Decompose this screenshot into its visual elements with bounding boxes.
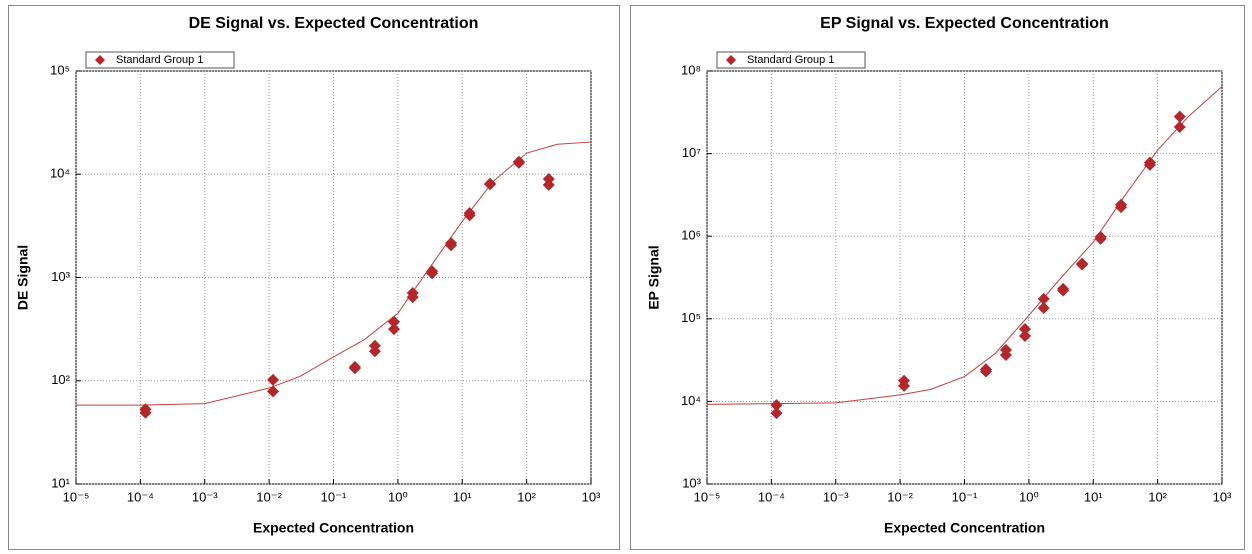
chart-title: DE Signal vs. Expected Concentration <box>189 15 479 32</box>
data-point <box>139 406 152 419</box>
x-tick-label: 10⁻⁴ <box>127 489 154 504</box>
x-tick-label: 10¹ <box>1084 489 1103 504</box>
x-tick-label: 10⁰ <box>388 489 408 504</box>
legend-box <box>716 51 866 69</box>
x-tick-label: 10¹ <box>453 489 472 504</box>
data-point <box>770 399 783 412</box>
data-point <box>387 315 400 328</box>
data-point <box>1057 284 1070 297</box>
data-point <box>999 348 1012 361</box>
data-point <box>1173 110 1186 123</box>
y-tick-label: 10⁷ <box>682 145 701 160</box>
y-tick-label: 10³ <box>51 269 70 284</box>
chart-panel: EP Signal vs. Expected Concentration 10⁻⁵… <box>630 5 1245 550</box>
data-point <box>898 379 911 392</box>
data-point <box>1143 158 1156 171</box>
data-point <box>368 345 381 358</box>
legend-marker <box>726 55 736 65</box>
data-point <box>1076 258 1089 271</box>
x-tick-label: 10⁻¹ <box>321 489 347 504</box>
y-tick-label: 10⁵ <box>50 62 70 77</box>
data-point <box>1037 292 1050 305</box>
x-tick-label: 10⁻⁵ <box>63 489 90 504</box>
x-tick-label: 10⁰ <box>1019 489 1039 504</box>
x-tick-label: 10⁻³ <box>823 489 849 504</box>
data-point <box>1115 201 1128 214</box>
x-tick-label: 10³ <box>582 489 601 504</box>
x-tick-label: 10² <box>1148 489 1167 504</box>
y-tick-label: 10² <box>51 372 70 387</box>
data-point <box>1037 302 1050 315</box>
y-tick-label: 10⁴ <box>50 166 70 181</box>
legend-marker <box>95 55 105 65</box>
data-point <box>1094 232 1107 245</box>
fit-curve <box>706 86 1223 405</box>
y-tick-label: 10¹ <box>51 475 70 490</box>
x-tick-label: 10⁻¹ <box>952 489 978 504</box>
x-axis-label: Expected Concentration <box>884 520 1045 536</box>
y-tick-label: 10⁵ <box>681 310 701 325</box>
y-tick-label: 10⁶ <box>681 228 701 243</box>
data-point <box>1173 120 1186 133</box>
data-point <box>979 365 992 378</box>
data-point <box>445 239 458 252</box>
chart-panel: DE Signal vs. Expected Concentration 10⁻⁵… <box>8 5 620 550</box>
x-tick-label: 10⁻³ <box>192 489 218 504</box>
chart-title: EP Signal vs. Expected Concentration <box>820 15 1109 32</box>
data-point <box>1018 323 1031 336</box>
data-point <box>512 156 525 169</box>
x-axis-label: Expected Concentration <box>253 520 414 536</box>
data-point <box>426 267 439 280</box>
plot-area <box>706 70 1223 485</box>
data-point <box>387 323 400 336</box>
legend-label: Standard Group 1 <box>747 54 834 66</box>
data-point <box>267 385 280 398</box>
data-point <box>770 407 783 420</box>
x-tick-label: 10³ <box>1213 489 1232 504</box>
y-tick-label: 10⁸ <box>681 62 701 77</box>
data-point <box>542 178 555 191</box>
x-tick-label: 10⁻⁴ <box>758 489 785 504</box>
x-tick-label: 10⁻⁵ <box>694 489 721 504</box>
data-point <box>484 178 497 191</box>
y-tick-label: 10⁴ <box>681 393 701 408</box>
y-axis-label: DE Signal <box>15 245 31 310</box>
data-point <box>267 373 280 386</box>
x-tick-label: 10² <box>517 489 536 504</box>
x-tick-label: 10⁻² <box>887 489 913 504</box>
y-axis-label: EP Signal <box>646 245 662 309</box>
x-tick-label: 10⁻² <box>256 489 282 504</box>
legend-box <box>85 51 235 69</box>
data-point <box>463 209 476 222</box>
y-tick-label: 10³ <box>682 475 701 490</box>
data-point <box>348 362 361 375</box>
legend-label: Standard Group 1 <box>116 54 203 66</box>
data-point <box>1018 329 1031 342</box>
data-point <box>406 291 419 304</box>
